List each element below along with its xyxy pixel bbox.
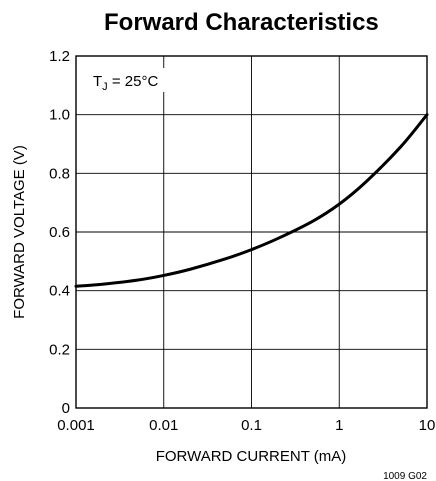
x-axis-label: FORWARD CURRENT (mA): [156, 448, 347, 465]
y-tick-label: 0: [62, 400, 70, 417]
annotation-main: T: [93, 73, 102, 90]
y-tick-label: 1.2: [49, 48, 70, 65]
y-tick-labels: 0 0.2 0.4 0.6 0.8 1.0 1.2: [49, 48, 70, 417]
x-tick-label: 10: [419, 417, 436, 434]
series-group: [74, 113, 429, 288]
figure-id: 1009 G02: [383, 471, 427, 481]
y-tick-label: 0.6: [49, 224, 70, 241]
grid: [75, 55, 428, 409]
y-tick-label: 0.8: [49, 165, 70, 182]
annotation-rest: = 25°C: [108, 73, 159, 90]
temperature-annotation: TJ = 25°C: [85, 68, 175, 93]
y-axis-label: FORWARD VOLTAGE (V): [11, 145, 28, 319]
x-tick-label: 0.01: [149, 417, 178, 434]
annotation-background: [85, 68, 175, 92]
y-tick-label: 1.0: [49, 107, 70, 124]
plot-frame: [75, 55, 428, 409]
x-tick-label: 0.001: [57, 417, 95, 434]
x-tick-label: 1: [335, 417, 343, 434]
x-tick-labels: 0.001 0.01 0.1 1 10: [57, 417, 435, 434]
chart-title: Forward Characteristics: [104, 9, 379, 36]
annotation-subscript: J: [102, 81, 108, 93]
y-tick-label: 0.2: [49, 341, 70, 358]
y-tick-label: 0.4: [49, 283, 70, 300]
annotation-text: TJ = 25°C: [93, 73, 158, 93]
x-tick-label: 0.1: [241, 417, 262, 434]
series-line: [74, 113, 429, 288]
